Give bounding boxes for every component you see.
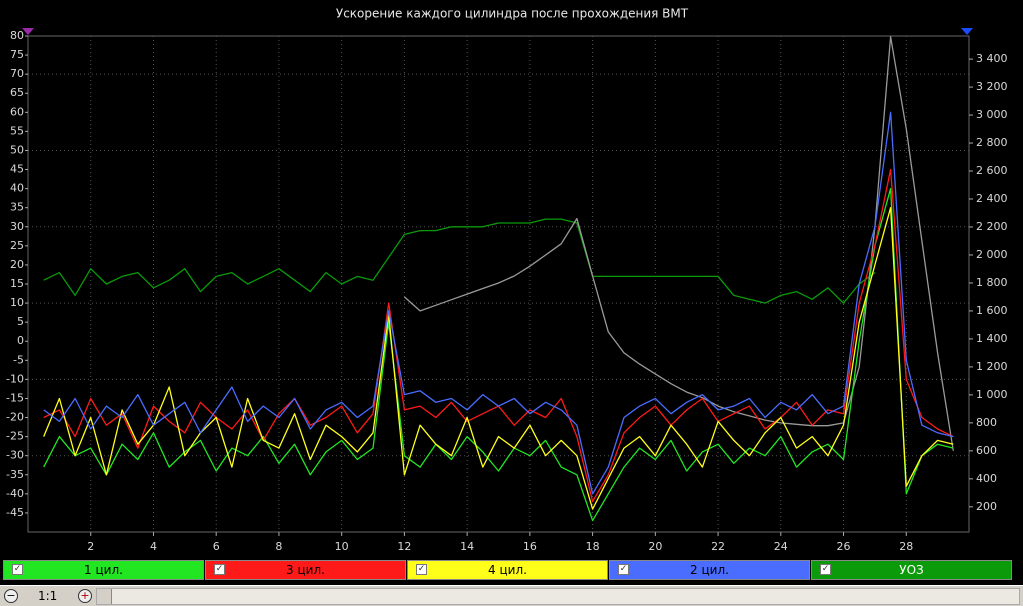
y-tick-label: 15	[10, 277, 24, 290]
x-tick-label: 12	[397, 540, 411, 553]
series-line	[403, 36, 954, 451]
y-tick-label: -20	[6, 411, 24, 424]
scrollbar[interactable]	[96, 588, 1020, 605]
y-tick-label: 20	[10, 258, 24, 271]
x-tick-label: 18	[586, 540, 600, 553]
x-tick-label: 20	[648, 540, 662, 553]
x-tick-label: 22	[711, 540, 725, 553]
y2-tick-label: 2 400	[976, 192, 1008, 205]
x-tick-label: 26	[837, 540, 851, 553]
y-tick-label: 60	[10, 105, 24, 118]
y2-tick-label: 600	[976, 444, 997, 457]
y2-tick-label: 1 400	[976, 332, 1008, 345]
y-tick-label: 25	[10, 239, 24, 252]
y2-tick-label: 1 800	[976, 276, 1008, 289]
y2-tick-label: 2 600	[976, 164, 1008, 177]
series-line	[43, 218, 876, 304]
y-tick-label: 65	[10, 86, 24, 99]
y-tick-label: -35	[6, 468, 24, 481]
legend-checkbox[interactable]: ✓	[820, 564, 831, 575]
y-tick-label: 75	[10, 48, 24, 61]
legend: ✓ 1 цил. ✓ 3 цил. ✓ 4 цил. ✓ 2 цил. ✓ УОЗ	[0, 558, 1023, 584]
legend-label: 1 цил.	[84, 563, 123, 577]
scroll-thumb[interactable]	[97, 589, 112, 604]
chart-title: Ускорение каждого цилиндра после прохожд…	[336, 7, 689, 21]
x-tick-label: 8	[275, 540, 282, 553]
toolbar: − 1:1 +	[0, 585, 1023, 606]
y-tick-label: 55	[10, 124, 24, 137]
y-tick-label: -25	[6, 430, 24, 443]
legend-label: УОЗ	[899, 563, 924, 577]
series-line	[43, 187, 954, 522]
y-tick-label: -40	[6, 487, 24, 500]
series-line	[43, 168, 954, 503]
y2-tick-label: 3 200	[976, 80, 1008, 93]
y-tick-label: -45	[6, 506, 24, 519]
y2-tick-label: 400	[976, 472, 997, 485]
x-tick-label: 28	[899, 540, 913, 553]
legend-button[interactable]: ✓ 2 цил.	[609, 560, 810, 580]
y-tick-label: -15	[6, 391, 24, 404]
zoom-out-button[interactable]: −	[4, 589, 18, 603]
y2-tick-label: 1 600	[976, 304, 1008, 317]
y-tick-label: -10	[6, 372, 24, 385]
y-tick-label: 45	[10, 163, 24, 176]
y-tick-label: 35	[10, 201, 24, 214]
y-tick-label: 80	[10, 29, 24, 42]
y2-tick-label: 3 000	[976, 108, 1008, 121]
y-tick-label: 30	[10, 220, 24, 233]
series-line	[43, 207, 954, 510]
legend-button[interactable]: ✓ 1 цил.	[3, 560, 204, 580]
zoom-in-button[interactable]: +	[78, 589, 92, 603]
plot-frame	[27, 35, 970, 533]
right-marker	[961, 28, 973, 35]
chart: Ускорение каждого цилиндра после прохожд…	[6, 7, 1008, 554]
left-marker	[22, 28, 34, 35]
y-tick-label: 0	[17, 334, 24, 347]
y2-tick-label: 2 000	[976, 248, 1008, 261]
y2-tick-label: 2 200	[976, 220, 1008, 233]
legend-label: 2 цил.	[690, 563, 729, 577]
legend-button[interactable]: ✓ УОЗ	[811, 560, 1012, 580]
y2-tick-label: 1 200	[976, 360, 1008, 373]
zoom-label: 1:1	[38, 589, 58, 603]
y-tick-label: -30	[6, 449, 24, 462]
legend-checkbox[interactable]: ✓	[214, 564, 225, 575]
legend-label: 4 цил.	[488, 563, 527, 577]
y2-tick-label: 200	[976, 500, 997, 513]
y-tick-label: 10	[10, 296, 24, 309]
legend-checkbox[interactable]: ✓	[416, 564, 427, 575]
y-tick-label: 50	[10, 143, 24, 156]
legend-checkbox[interactable]: ✓	[12, 564, 23, 575]
y2-tick-label: 1 000	[976, 388, 1008, 401]
x-tick-label: 4	[150, 540, 157, 553]
legend-label: 3 цил.	[286, 563, 325, 577]
x-tick-label: 14	[460, 540, 474, 553]
x-tick-label: 2	[87, 540, 94, 553]
x-tick-label: 6	[213, 540, 220, 553]
x-tick-label: 16	[523, 540, 537, 553]
series-line	[43, 111, 954, 495]
y2-tick-label: 2 800	[976, 136, 1008, 149]
y-tick-label: 5	[17, 315, 24, 328]
y2-tick-label: 3 400	[976, 52, 1008, 65]
legend-button[interactable]: ✓ 3 цил.	[205, 560, 406, 580]
y2-tick-label: 800	[976, 416, 997, 429]
y-tick-label: 40	[10, 182, 24, 195]
x-tick-label: 24	[774, 540, 788, 553]
legend-checkbox[interactable]: ✓	[618, 564, 629, 575]
grid	[28, 36, 969, 532]
legend-button[interactable]: ✓ 4 цил.	[407, 560, 608, 580]
y-tick-label: 70	[10, 67, 24, 80]
y-tick-label: -5	[13, 353, 24, 366]
x-tick-label: 10	[335, 540, 349, 553]
